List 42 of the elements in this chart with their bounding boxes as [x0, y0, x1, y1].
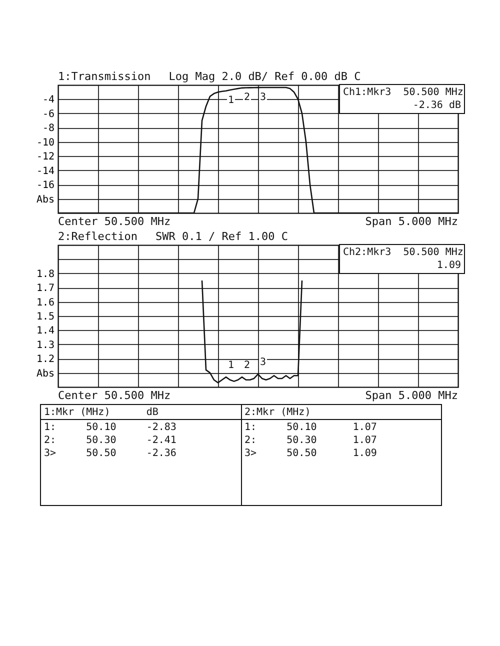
- annotation: 2: [242, 360, 252, 372]
- y-tick-label: 1.7: [36, 283, 54, 294]
- y-tick-label: -10: [36, 137, 54, 148]
- chart-subtitle: Log Mag 2.0 dB/ Ref 0.00 dB C: [168, 70, 361, 83]
- annotation: 2: [242, 92, 252, 103]
- y-tick-label: 1.8: [36, 268, 54, 280]
- annotation: 1: [226, 360, 236, 372]
- text: 1: 50.10 1.07: [244, 421, 378, 434]
- annotation: 1: [226, 94, 236, 106]
- y-tick-label: 1.3: [36, 340, 54, 351]
- text: Span 5.000 MHz: [365, 215, 458, 228]
- annotation: 1.09: [436, 259, 461, 272]
- y-tick-label: 1.2: [36, 354, 54, 366]
- annotation: 3: [258, 357, 268, 368]
- chart-title: 2:Reflection: [58, 230, 138, 243]
- text: 2: 50.30 -2.41: [44, 434, 178, 447]
- text: 2:Mkr (MHz): [242, 406, 441, 420]
- text: Center 50.500 MHz: [58, 215, 171, 228]
- text: 2: 50.30 1.07: [244, 434, 378, 447]
- annotation: -2.36 dB: [412, 99, 461, 112]
- y-tick-label: Abs: [36, 194, 54, 206]
- y-tick-label: 1.5: [36, 312, 54, 322]
- text: Span 5.000 MHz: [365, 389, 458, 402]
- text: 3> 50.50 -2.36: [44, 447, 178, 460]
- y-tick-label: 1.6: [36, 297, 54, 308]
- chart-subtitle: SWR 0.1 / Ref 1.00 C: [155, 230, 288, 243]
- text: 3> 50.50 1.09: [244, 447, 378, 460]
- text: Center 50.500 MHz: [58, 389, 171, 402]
- y-tick-label: -4: [42, 94, 54, 106]
- text: 1: 50.10 -2.83: [44, 421, 178, 434]
- y-tick-label: -6: [42, 108, 54, 120]
- y-tick-label: -12: [36, 152, 54, 163]
- annotation: Ch2:Mkr3 50.500 MHz: [343, 246, 464, 259]
- annotation: Ch1:Mkr3 50.500 MHz: [343, 86, 464, 99]
- text: 1:Mkr (MHz) dB: [41, 406, 240, 420]
- annotation: 3: [258, 92, 268, 103]
- y-tick-label: -14: [36, 166, 54, 177]
- y-tick-label: 1.4: [36, 326, 54, 337]
- y-tick-label: -16: [36, 180, 54, 192]
- chart-title: 1:Transmission: [58, 70, 151, 83]
- y-tick-label: -8: [42, 123, 54, 134]
- y-tick-label: Abs: [36, 368, 54, 380]
